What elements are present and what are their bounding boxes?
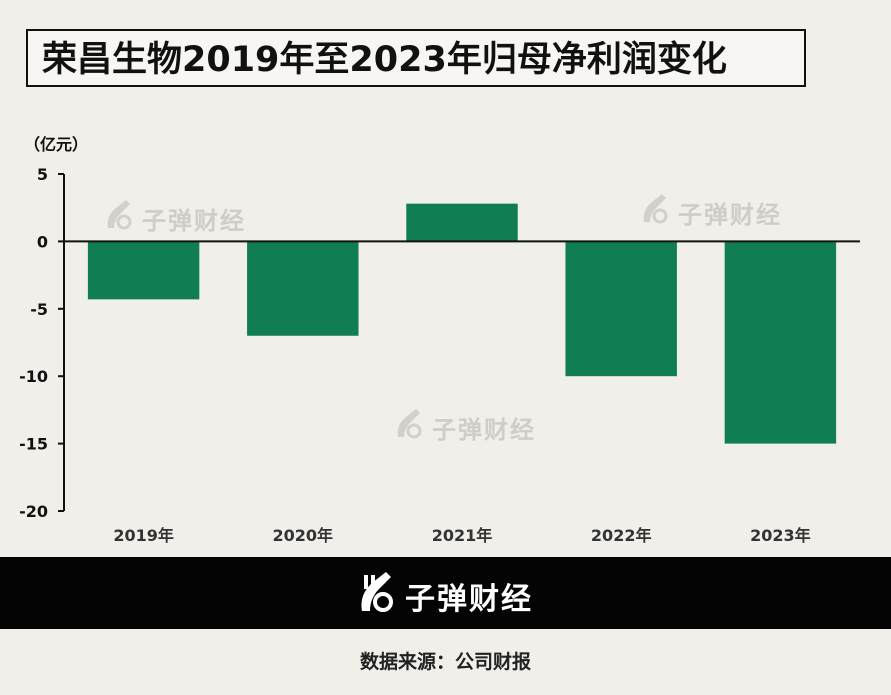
x-tick-label: 2020年 <box>273 526 334 545</box>
watermark-text: 子弹财经 <box>432 415 536 444</box>
watermark: 子弹财经 <box>394 407 536 447</box>
y-tick-label: 0 <box>37 232 48 251</box>
data-source-note: 数据来源：公司财报 <box>359 651 531 673</box>
x-tick-label: 2022年 <box>591 526 652 545</box>
y-tick-label: -15 <box>19 435 48 454</box>
footer-brand-name: 子弹财经 <box>405 582 533 617</box>
bar <box>87 241 200 300</box>
watermark-text: 子弹财经 <box>678 200 782 229</box>
chart-title: 荣昌生物2019年至2023年归母净利润变化 <box>42 40 727 80</box>
y-tick-label: -10 <box>19 367 48 386</box>
watermark: 子弹财经 <box>640 192 782 232</box>
watermark: 子弹财经 <box>104 198 246 238</box>
footer-band: 子弹财经 <box>0 557 891 629</box>
watermark-text: 子弹财经 <box>142 206 246 235</box>
watermark-logo-icon <box>394 407 426 447</box>
y-tick-label: -5 <box>30 300 48 319</box>
bar <box>247 241 359 336</box>
bar-chart: 5 0 -5 -10 -15 -20 2019年 2020年 2021年 2022年 2023年 <box>19 165 860 545</box>
bar <box>724 241 837 444</box>
watermark-logo-icon <box>640 192 672 232</box>
x-tick-label: 2023年 <box>750 526 811 545</box>
brand-logo-icon <box>356 569 400 621</box>
y-tick-label: 5 <box>37 165 48 184</box>
title-box: 荣昌生物2019年至2023年归母净利润变化 <box>26 29 806 87</box>
watermark-logo-icon <box>104 198 136 238</box>
y-tick-label: -20 <box>19 502 48 521</box>
x-tick-label: 2019年 <box>113 526 174 545</box>
bar <box>406 203 518 242</box>
x-tick-label: 2021年 <box>432 526 493 545</box>
bar <box>565 241 677 377</box>
y-axis-unit-label: （亿元） <box>24 135 89 154</box>
